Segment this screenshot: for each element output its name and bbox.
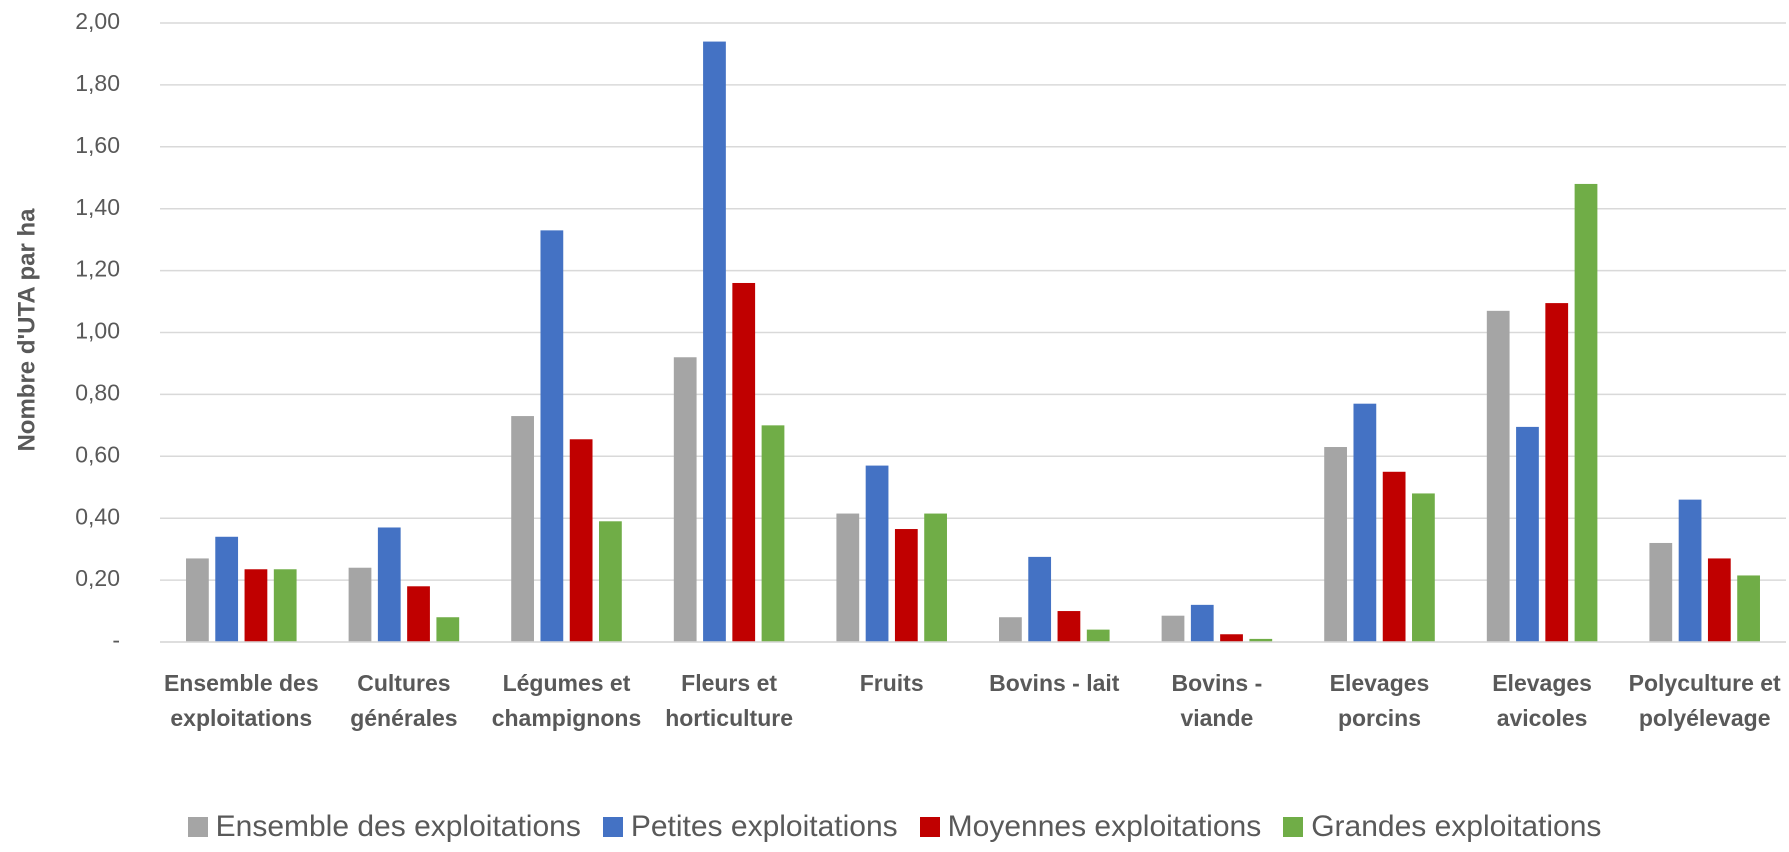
- bar: [924, 513, 947, 642]
- bar: [186, 558, 209, 642]
- x-tick-label: Bovins - viande: [1171, 670, 1263, 731]
- y-tick-label: 1,40: [75, 194, 120, 220]
- bar: [673, 357, 697, 642]
- bar: [599, 521, 622, 642]
- legend-item: Petites exploitations: [602, 810, 898, 844]
- y-tick-label: 2,00: [75, 8, 120, 34]
- y-tick-label: 0,20: [75, 565, 120, 591]
- y-tick-label: 1,80: [75, 70, 120, 96]
- bar: [1516, 426, 1539, 642]
- legend-swatch: [919, 817, 940, 837]
- bar: [761, 425, 785, 642]
- legend-label: Grandes exploitations: [1311, 810, 1602, 843]
- y-tick-label: 1,00: [75, 318, 120, 344]
- legend-swatch: [187, 817, 208, 837]
- bar: [865, 465, 889, 642]
- legend-label: Ensemble des exploitations: [215, 810, 581, 843]
- bar: [1057, 611, 1081, 642]
- bar: [436, 617, 460, 642]
- x-tick-label: Elevages porcins: [1329, 670, 1430, 731]
- x-tick-label: Elevages avicoles: [1492, 670, 1592, 731]
- legend-swatch: [1283, 817, 1304, 837]
- bar: [1649, 542, 1673, 642]
- y-tick-label: -: [112, 627, 120, 653]
- bar: [732, 282, 756, 642]
- bar: [1707, 558, 1731, 642]
- y-tick-label: 0,40: [75, 503, 120, 529]
- legend-item: Ensemble des exploitations: [187, 810, 581, 844]
- x-tick-label: Fleurs et horticulture: [665, 670, 793, 731]
- bar: [836, 513, 860, 642]
- bar: [1028, 556, 1052, 642]
- legend-label: Moyennes exploitations: [947, 810, 1262, 843]
- bar: [215, 536, 239, 642]
- legend-label: Petites exploitations: [630, 810, 898, 843]
- bar: [1737, 575, 1760, 642]
- bar: [1574, 183, 1598, 642]
- y-axis-title: Nombre d'UTA par ha: [13, 208, 40, 452]
- bar: [1486, 310, 1510, 642]
- legend-item: Moyennes exploitations: [919, 810, 1262, 844]
- x-tick-label: Fruits: [859, 670, 924, 696]
- bar: [1412, 493, 1435, 642]
- legend-item: Grandes exploitations: [1283, 810, 1601, 844]
- bar: [244, 569, 268, 642]
- y-tick-label: 1,60: [75, 132, 120, 158]
- bar: [569, 439, 593, 642]
- bar: [1190, 604, 1214, 642]
- y-tick-label: 0,60: [75, 441, 120, 467]
- y-tick-label: 1,20: [75, 256, 120, 282]
- bar: [540, 230, 564, 643]
- x-tick-label: Polyculture et polyélevage: [1628, 670, 1781, 731]
- bar: [1220, 634, 1243, 642]
- bar: [703, 41, 726, 642]
- bar: [1086, 629, 1110, 642]
- bar: [894, 529, 918, 642]
- x-tick-label: Cultures générales: [350, 670, 458, 731]
- bar: [1353, 403, 1377, 642]
- x-tick-label: Légumes et champignons: [491, 670, 642, 731]
- legend: Ensemble des exploitations Petites exploi…: [0, 810, 1789, 844]
- bar: [407, 586, 430, 642]
- bar: [377, 527, 401, 642]
- bar: [1545, 303, 1569, 642]
- bar: [273, 569, 297, 642]
- bar: [999, 617, 1022, 642]
- bar: [1678, 499, 1702, 642]
- bar: [348, 567, 372, 642]
- x-tick-label: Ensemble des exploitations: [163, 670, 319, 731]
- bar: [511, 416, 534, 642]
- y-tick-label: 0,80: [75, 379, 120, 405]
- bar: [1382, 471, 1406, 642]
- bar: [1324, 447, 1347, 642]
- bar: [1249, 638, 1273, 642]
- legend-swatch: [602, 817, 623, 837]
- x-tick-label: Bovins - lait: [989, 670, 1120, 696]
- bar: [1161, 615, 1185, 642]
